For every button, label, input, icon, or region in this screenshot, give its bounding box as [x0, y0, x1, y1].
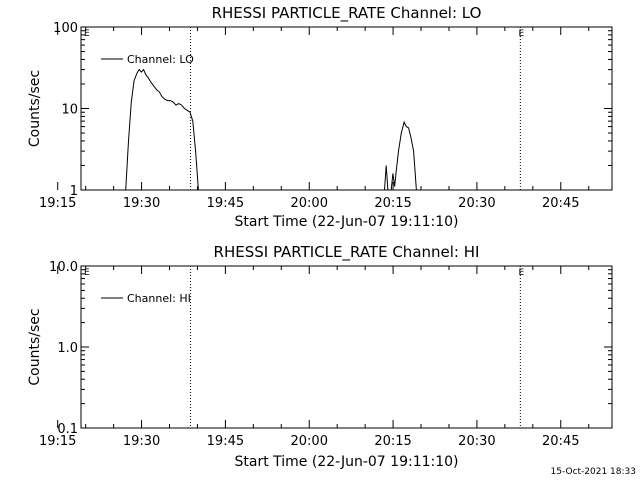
- y-tick-label: 1.0: [57, 341, 78, 356]
- x-tick-label: 19:30: [123, 434, 160, 449]
- plot-frame: [80, 265, 613, 429]
- x-tick-label: 19:30: [123, 196, 160, 211]
- chart-title: RHESSI PARTICLE_RATE Channel: HI: [214, 243, 480, 262]
- x-axis-label: Start Time (22-Jun-07 19:11:10): [235, 454, 459, 470]
- x-tick-label: 20:30: [458, 434, 495, 449]
- y-tick-label: 0.1: [57, 422, 78, 437]
- x-tick-label: 19:15: [39, 196, 76, 211]
- x-tick-label: 20:15: [374, 196, 411, 211]
- x-axis-label: Start Time (22-Jun-07 19:11:10): [235, 214, 459, 230]
- series-line-segment: [390, 120, 417, 191]
- chart-title: RHESSI PARTICLE_RATE Channel: LO: [212, 4, 482, 23]
- x-tick-label: 19:45: [207, 434, 244, 449]
- x-tick-label: 19:15: [39, 434, 76, 449]
- legend-label: Channel: LO: [127, 53, 194, 66]
- y-tick-label: 1: [70, 184, 78, 199]
- chart-panel-1: RHESSI PARTICLE_RATE Channel: LO Counts/s…: [27, 4, 613, 230]
- event-marker-label: E: [518, 29, 524, 39]
- timestamp-label: 15-Oct-2021 18:33: [551, 467, 636, 477]
- chart-panel-2: RHESSI PARTICLE_RATE Channel: HI Counts/s…: [27, 243, 613, 470]
- x-tick-label: 19:45: [207, 196, 244, 211]
- x-tick-label: 20:15: [374, 434, 411, 449]
- x-tick-label: 20:45: [542, 434, 579, 449]
- corner-event-label: E: [84, 268, 90, 278]
- x-tick-label: 20:30: [458, 196, 495, 211]
- plot-frame: [80, 26, 613, 191]
- x-tick-label: 20:00: [291, 196, 328, 211]
- series-line-segment: [125, 68, 199, 191]
- y-tick-label: 10.0: [49, 260, 78, 275]
- y-tick-label: 10: [61, 103, 78, 118]
- event-marker-label: E: [518, 268, 524, 278]
- y-axis-label: Counts/sec: [27, 308, 43, 385]
- legend-label: Channel: HI: [127, 292, 191, 305]
- series-line-segment: [384, 165, 389, 191]
- corner-event-label: E: [84, 29, 90, 39]
- y-tick-label: 100: [53, 21, 78, 36]
- x-tick-label: 20:00: [291, 434, 328, 449]
- x-tick-label: 20:45: [542, 196, 579, 211]
- y-axis-label: Counts/sec: [27, 70, 43, 147]
